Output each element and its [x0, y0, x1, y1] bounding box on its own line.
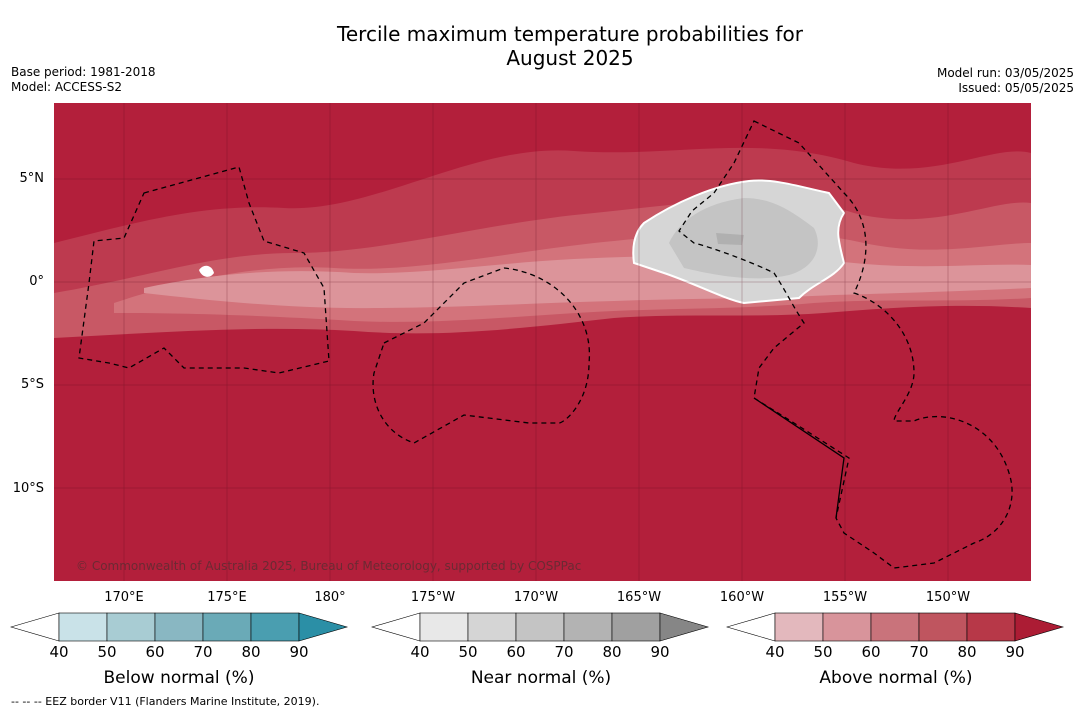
near-below-40-extension	[371, 612, 421, 642]
above-segment-70	[918, 612, 968, 642]
eez-borders	[78, 120, 1013, 569]
tick-below-40: 40	[49, 643, 69, 661]
near-segment-50	[467, 612, 517, 642]
below-segment-40	[58, 612, 108, 642]
small-white-patch	[199, 265, 214, 277]
tick-above-70: 70	[909, 643, 929, 661]
colorbar-below-segments	[10, 612, 349, 642]
lat-label-5n: 5°N	[19, 171, 45, 186]
tick-near-50: 50	[458, 643, 478, 661]
tick-above-90: 90	[1005, 643, 1025, 661]
eez-footnote: -- -- -- EEZ border V11 (Flanders Marine…	[11, 695, 320, 708]
lat-label-0: 0°	[29, 274, 44, 289]
lon-label-165w: 165°W	[616, 590, 662, 605]
title-line-1: Tercile maximum temperature probabilitie…	[337, 22, 803, 46]
above-segment-40	[774, 612, 824, 642]
above-segment-80	[966, 612, 1016, 642]
below-segment-70	[202, 612, 252, 642]
lat-label-10s: 10°S	[12, 481, 44, 496]
tick-near-70: 70	[554, 643, 574, 661]
colorbar-near-normal	[371, 612, 710, 642]
tick-below-90: 90	[289, 643, 309, 661]
chart-title: Tercile maximum temperature probabilitie…	[0, 22, 1085, 70]
lon-label-180: 180°	[314, 590, 346, 605]
near-normal-60-region	[669, 198, 818, 279]
near-segment-70	[563, 612, 613, 642]
tick-above-50: 50	[813, 643, 833, 661]
tick-below-50: 50	[97, 643, 117, 661]
graticule	[54, 103, 1031, 581]
eez-solid-line	[753, 397, 845, 519]
below-segment-50	[106, 612, 156, 642]
tick-above-60: 60	[861, 643, 881, 661]
above-segment-60	[870, 612, 920, 642]
above-segment-50	[822, 612, 872, 642]
below-segment-60	[154, 612, 204, 642]
lon-label-170e: 170°E	[104, 590, 144, 605]
model-name: Model: ACCESS-S2	[11, 80, 123, 94]
tick-near-60: 60	[506, 643, 526, 661]
above-normal-title: Above normal (%)	[819, 668, 973, 688]
tick-above-40: 40	[765, 643, 785, 661]
tick-near-40: 40	[410, 643, 430, 661]
above-above-90-extension	[1014, 612, 1065, 642]
below-below-40-extension	[10, 612, 60, 642]
lon-label-170w: 170°W	[513, 590, 559, 605]
model-run: Model run: 03/05/2025	[936, 66, 1074, 80]
near-normal-70-spot	[716, 233, 744, 245]
lon-label-160w: 160°W	[719, 590, 765, 605]
title-line-2: August 2025	[506, 46, 634, 70]
colorbar-above-normal	[726, 612, 1065, 642]
colorbar-below-normal	[10, 612, 349, 642]
base-period: Base period: 1981-2018	[11, 65, 156, 79]
tick-below-60: 60	[145, 643, 165, 661]
tick-below-70: 70	[193, 643, 213, 661]
below-normal-title: Below normal (%)	[103, 668, 255, 688]
tick-below-80: 80	[241, 643, 261, 661]
tick-above-80: 80	[957, 643, 977, 661]
copyright-notice: © Commonwealth of Australia 2025, Bureau…	[76, 559, 582, 573]
near-segment-80	[611, 612, 661, 642]
below-segment-80	[250, 612, 300, 642]
issued-date: Issued: 05/05/2025	[958, 81, 1074, 95]
tick-near-90: 90	[650, 643, 670, 661]
near-segment-60	[515, 612, 565, 642]
near-normal-title: Near normal (%)	[470, 668, 612, 688]
below-above-90-extension	[298, 612, 349, 642]
tick-near-80: 80	[602, 643, 622, 661]
lon-label-175e: 175°E	[207, 590, 247, 605]
colorbar-above-segments	[726, 612, 1065, 642]
model-info: Base period: 1981-2018 Model: ACCESS-S2	[11, 65, 156, 95]
probability-map	[54, 103, 1031, 581]
lon-label-155w: 155°W	[822, 590, 868, 605]
lon-label-150w: 150°W	[925, 590, 971, 605]
run-info: Model run: 03/05/2025 Issued: 05/05/2025	[937, 66, 1074, 96]
lat-label-5s: 5°S	[20, 377, 44, 392]
near-above-90-extension	[659, 612, 710, 642]
lon-label-175w: 175°W	[410, 590, 456, 605]
colorbar-near-segments	[371, 612, 710, 642]
near-segment-40	[419, 612, 469, 642]
above-below-40-extension	[726, 612, 776, 642]
